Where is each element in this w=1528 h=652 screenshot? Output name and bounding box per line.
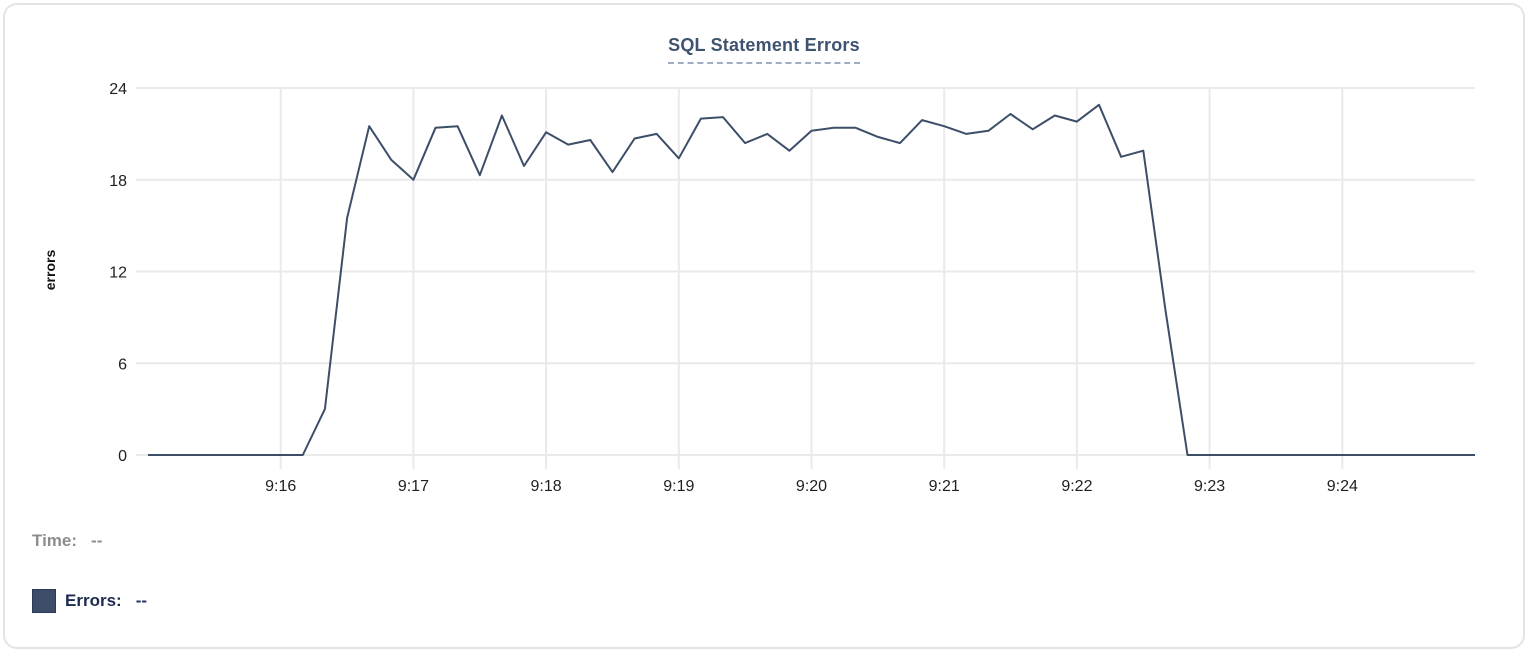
x-tick-label: 9:17 [398, 478, 429, 495]
hover-readout: Time: -- Errors: -- [32, 529, 147, 649]
errors-series-swatch-icon [32, 589, 56, 613]
y-tick-label: 12 [109, 265, 127, 282]
series-line-errors [148, 103, 1475, 456]
line-chart-plot-area[interactable]: 0 6 12 18 24 9:16 9:17 9:18 9:19 9:20 9:21 9:22 9:23… [5, 5, 1528, 515]
y-tick-label: 0 [118, 448, 127, 465]
x-tick-label: 9:19 [663, 478, 694, 495]
chart-title[interactable]: SQL Statement Errors [668, 35, 860, 64]
errors-label: Errors: [65, 591, 122, 610]
chart-header: SQL Statement Errors [5, 35, 1523, 64]
time-value: -- [91, 531, 103, 550]
x-tick-label: 9:21 [929, 478, 960, 495]
y-tick-label: 18 [109, 173, 127, 190]
x-tick-label: 9:24 [1327, 478, 1358, 495]
x-tick-label: 9:20 [796, 478, 827, 495]
x-tick-label: 9:16 [265, 478, 296, 495]
errors-value: -- [135, 591, 148, 610]
time-label: Time: [32, 531, 78, 550]
y-tick-label: 6 [118, 356, 127, 373]
readout-row-time: Time: -- [32, 529, 147, 553]
x-tick-label: 9:23 [1194, 478, 1225, 495]
readout-row-errors: Errors: -- [32, 589, 147, 613]
y-tick-label: 24 [109, 81, 127, 98]
chart-card: SQL Statement Errors errors 0 6 12 18 24 9:16… [3, 3, 1525, 649]
x-tick-label: 9:22 [1061, 478, 1092, 495]
x-tick-label: 9:18 [531, 478, 562, 495]
